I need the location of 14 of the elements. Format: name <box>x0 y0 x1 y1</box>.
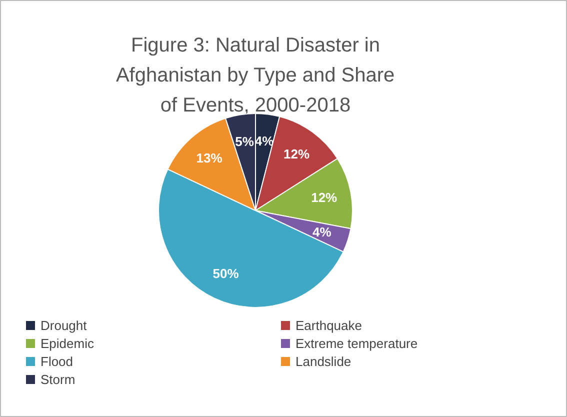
legend-label: Drought <box>40 318 88 333</box>
chart-title: Figure 3: Natural Disaster in Afghanistan by Type and Share of Events, 2000-2018 <box>116 34 395 116</box>
legend-label: Landslide <box>296 354 352 369</box>
data-label: 4% <box>312 224 332 240</box>
legend-label: Epidemic <box>40 336 94 351</box>
data-label: 13% <box>196 150 223 166</box>
legend-label: Storm <box>40 372 76 387</box>
legend-label: Extreme temperature <box>296 336 418 351</box>
data-label: 5% <box>235 134 254 150</box>
data-label: 12% <box>284 146 310 162</box>
data-label: 50% <box>212 266 240 282</box>
legend-label: Flood <box>40 354 74 369</box>
data-label: 12% <box>311 190 338 205</box>
legend-label: Earthquake <box>296 318 362 333</box>
